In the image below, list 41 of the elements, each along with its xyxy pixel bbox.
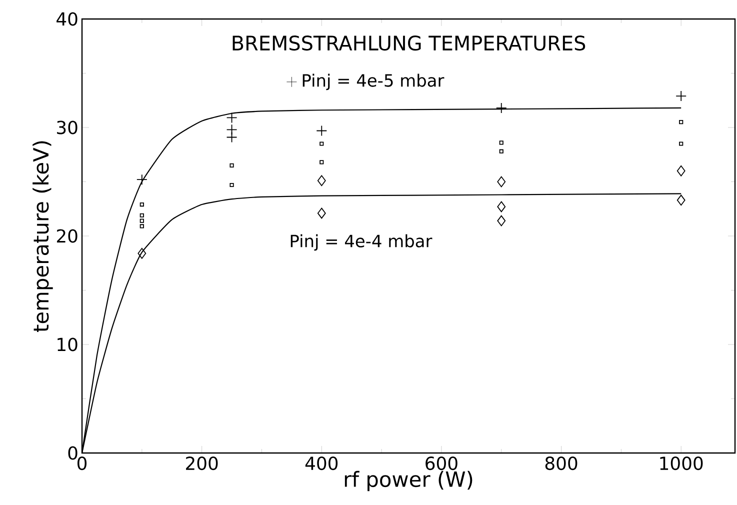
- y-tick-label: 30: [57, 120, 78, 134]
- point: [140, 202, 144, 207]
- point: [138, 248, 146, 259]
- x-tick-label: 1000: [660, 456, 703, 470]
- point: [320, 142, 324, 146]
- y-tick-label: 20: [56, 229, 78, 243]
- point: [230, 182, 234, 188]
- point: [499, 140, 504, 145]
- point: [496, 102, 507, 114]
- point: [226, 132, 238, 143]
- legend-label: Pinj = 4e-5 mbar: [302, 74, 444, 90]
- point: [497, 176, 506, 188]
- point: [140, 218, 144, 223]
- x-tick-label: 200: [186, 456, 218, 470]
- y-tick-label: 10: [58, 338, 78, 352]
- point: [140, 224, 144, 228]
- point: [140, 213, 144, 218]
- point: [676, 165, 686, 176]
- point: [230, 163, 234, 168]
- point: [136, 174, 148, 186]
- point: [679, 142, 684, 146]
- x-tick-label: 600: [426, 456, 458, 470]
- point: [497, 201, 506, 212]
- x-axis-title: rf power (W): [344, 470, 472, 492]
- x-tick-label: 400: [305, 456, 338, 470]
- point: [320, 160, 324, 164]
- point: [679, 120, 684, 124]
- y-axis-title: temperature (keV): [32, 141, 53, 332]
- text: Pinj = 4e-4 mbar: [290, 234, 432, 251]
- point: [316, 125, 328, 136]
- point: [317, 208, 326, 219]
- y-tick-label: 0: [68, 446, 78, 460]
- point: [497, 215, 506, 226]
- point: [676, 90, 687, 102]
- point: [226, 112, 238, 124]
- x-tick-label: 0: [77, 456, 87, 470]
- point: [499, 149, 504, 154]
- x-tick-label: 800: [545, 456, 578, 470]
- point: [317, 175, 326, 186]
- text: BREMSSTRAHLUNG TEMPERATURES: [232, 36, 586, 51]
- y-tick-label: 40: [56, 12, 78, 26]
